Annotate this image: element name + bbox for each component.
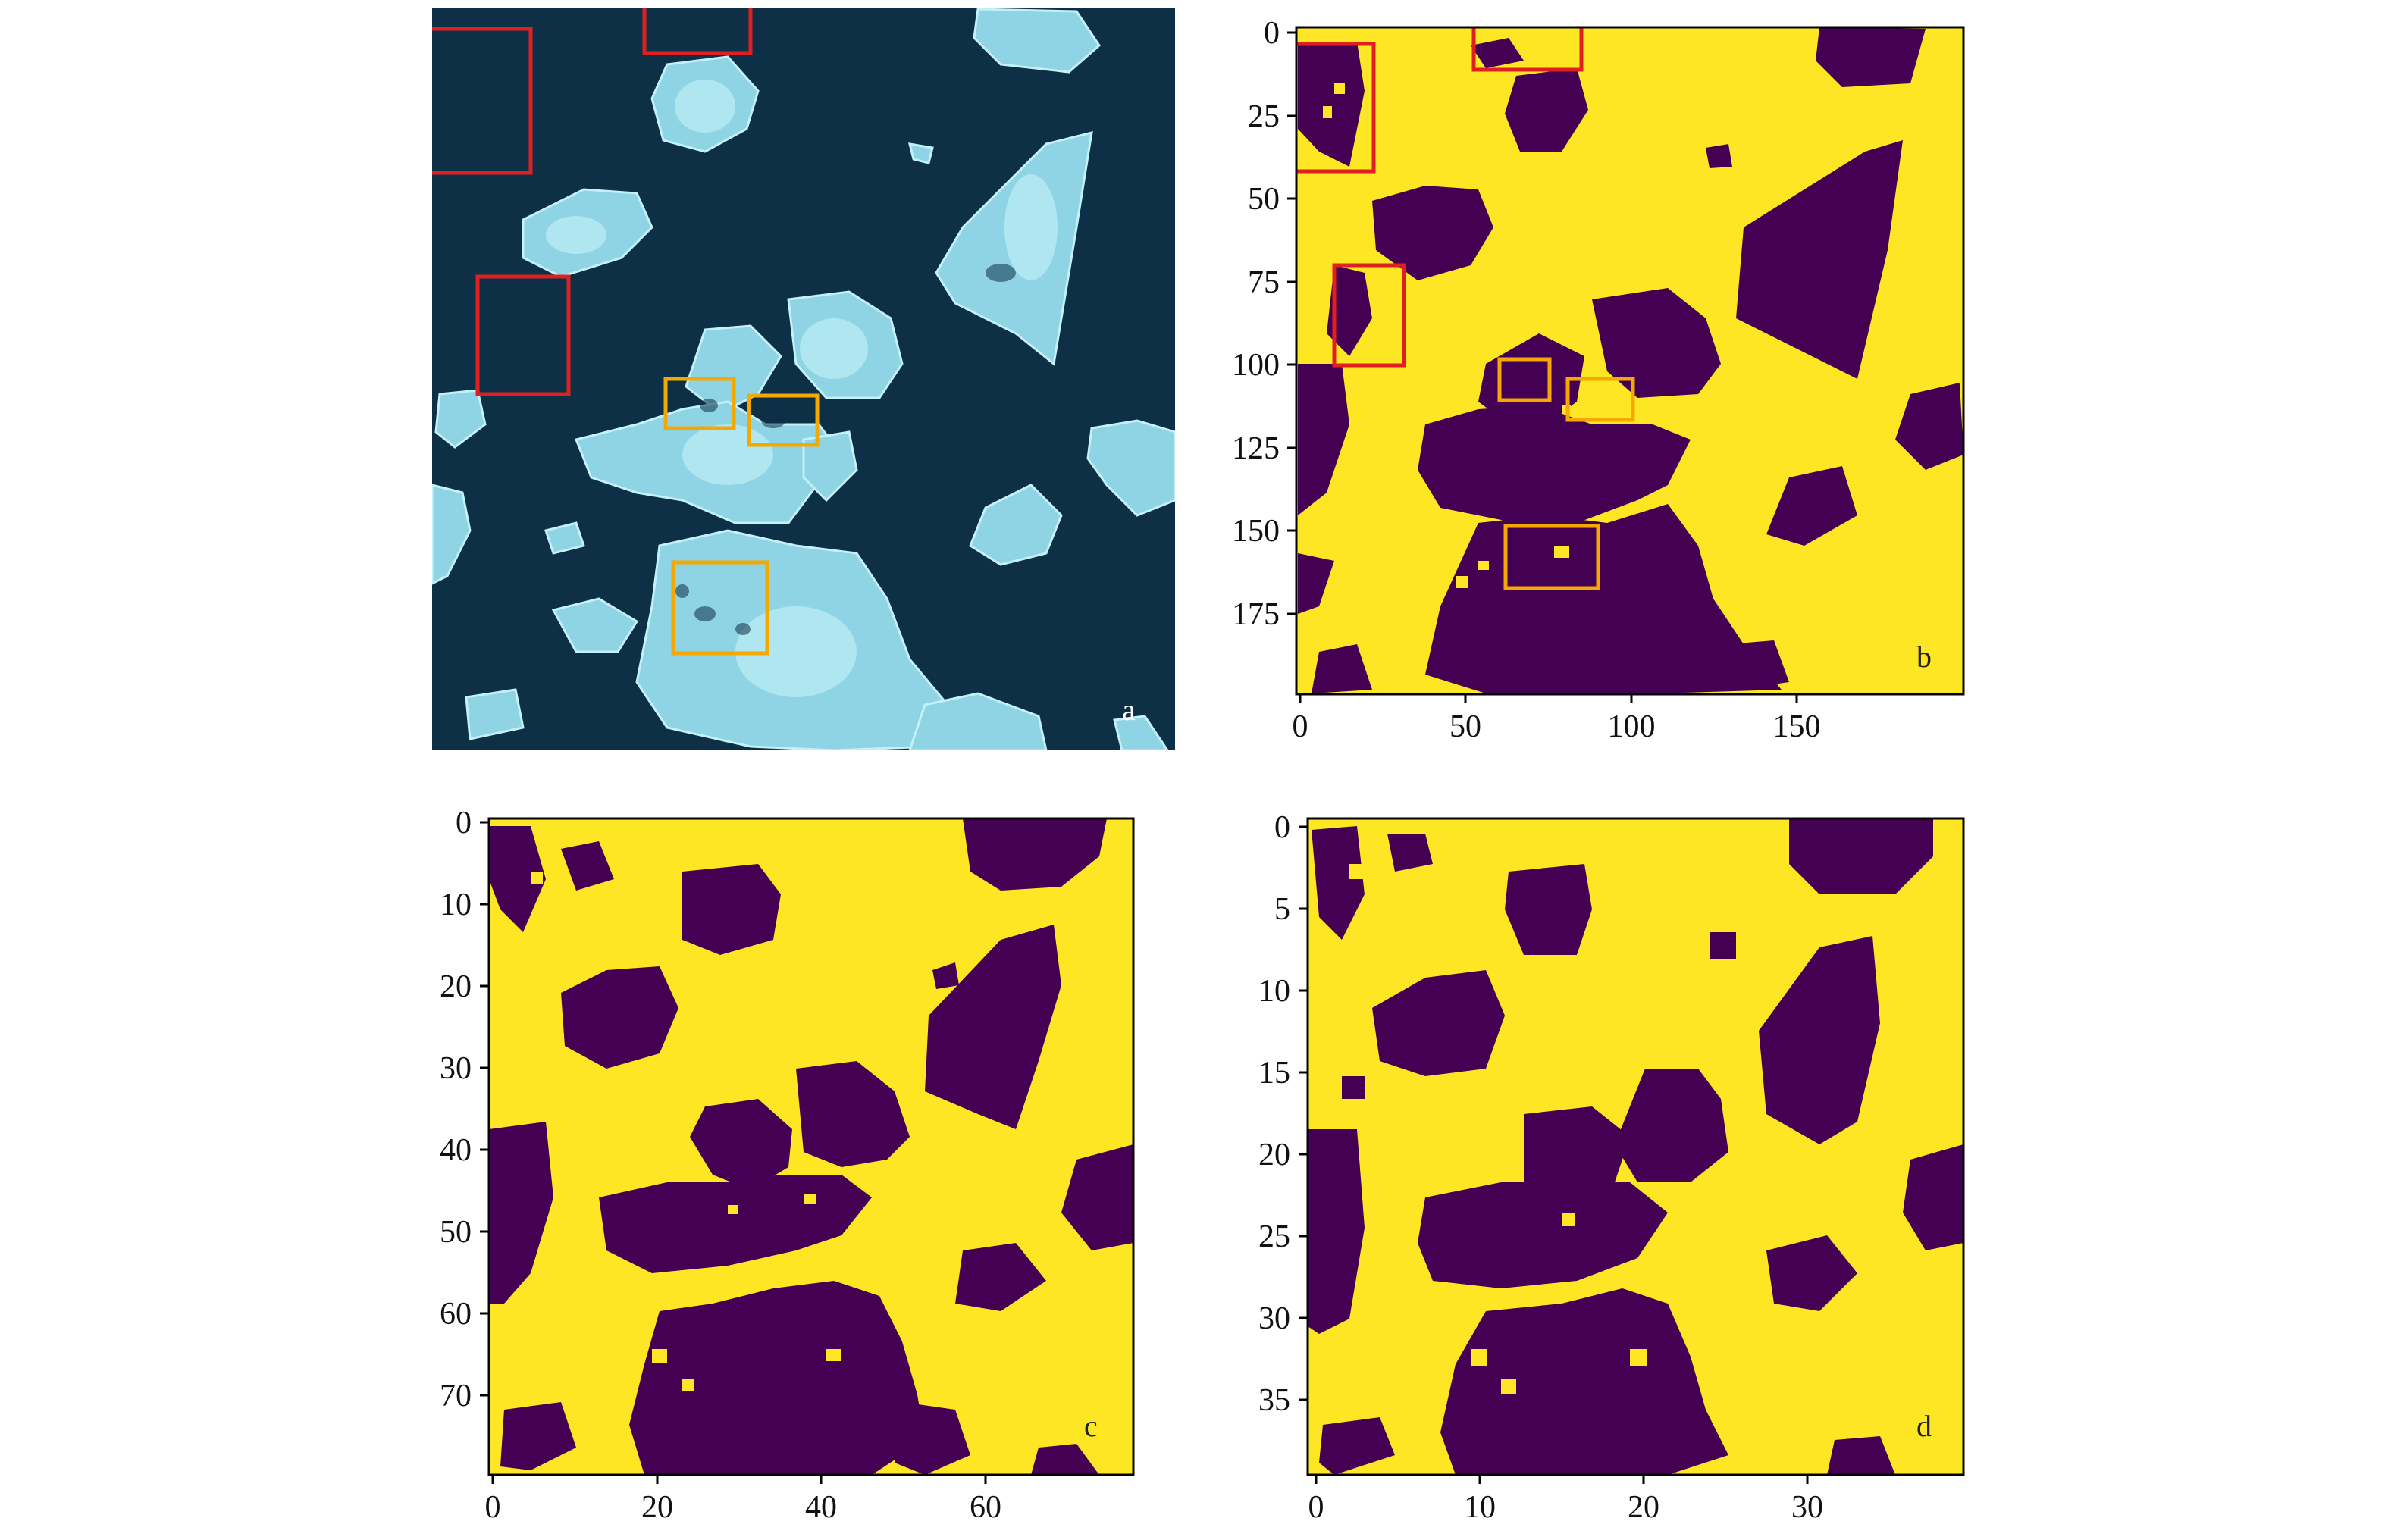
x-tick-label: 60 [970, 1490, 1001, 1525]
water-class-regions [1308, 819, 1963, 1475]
y-tick-label: 0 [1274, 810, 1290, 845]
y-tick-label: 30 [440, 1051, 472, 1086]
x-tick-label: 10 [1464, 1490, 1496, 1525]
orange-box [1497, 357, 1552, 402]
red-box [1332, 263, 1406, 368]
y-tick-label: 30 [1258, 1301, 1290, 1336]
panel-c-label: c [1084, 1409, 1098, 1443]
y-tick-label: 25 [1258, 1219, 1290, 1254]
x-tick-label: 150 [1773, 709, 1821, 744]
y-tick-label: 60 [440, 1297, 472, 1332]
panel-b-y-tick-labels: 0 25 50 75 100 125 150 175 [1232, 16, 1280, 632]
panel-c-x-tick-labels: 0 20 40 60 [485, 1490, 1002, 1525]
panel-c-frame [487, 817, 1135, 1476]
x-tick-label: 30 [1791, 1490, 1823, 1525]
panel-c-y-tick-labels: 0 10 20 30 40 50 60 70 [440, 806, 472, 1413]
y-tick-label: 175 [1232, 597, 1280, 632]
panel-c-x-axis [491, 1475, 987, 1484]
orange-box [747, 393, 820, 447]
red-box [432, 27, 533, 175]
orange-box [1503, 524, 1600, 590]
panel-d-classification-map [1308, 819, 1963, 1475]
y-tick-label: 150 [1232, 514, 1280, 549]
panel-d-label: d [1916, 1409, 1932, 1443]
x-tick-label: 20 [1628, 1490, 1659, 1525]
x-tick-label: 100 [1608, 709, 1656, 744]
orange-box [1565, 377, 1635, 422]
highlight-boxes-a [432, 8, 820, 656]
x-tick-label: 0 [485, 1490, 501, 1525]
panel-d-y-tick-labels: 0 5 10 15 20 25 30 35 [1258, 810, 1290, 1418]
water-class-regions [489, 819, 1133, 1475]
ice-floe-cracks [675, 264, 1016, 635]
y-tick-label: 5 [1274, 892, 1290, 927]
y-tick-label: 0 [456, 806, 472, 840]
y-tick-label: 25 [1248, 99, 1280, 134]
y-tick-label: 15 [1258, 1056, 1290, 1091]
y-tick-label: 20 [440, 969, 472, 1004]
panel-b-x-tick-labels: 0 50 100 150 [1293, 709, 1821, 744]
panel-c-y-axis [480, 821, 489, 1397]
y-tick-label: 75 [1248, 265, 1280, 300]
x-tick-label: 50 [1449, 709, 1481, 744]
y-tick-label: 40 [440, 1133, 472, 1168]
panel-a-satellite-image [432, 8, 1175, 750]
y-tick-label: 50 [1248, 182, 1280, 217]
y-tick-label: 35 [1258, 1383, 1290, 1418]
x-tick-label: 0 [1293, 709, 1308, 744]
y-tick-label: 50 [440, 1215, 472, 1250]
panel-b-frame [1295, 26, 1965, 696]
red-box [475, 274, 571, 396]
panel-b-label: b [1916, 640, 1932, 674]
orange-box [663, 377, 736, 430]
red-box [642, 8, 753, 55]
y-tick-label: 10 [440, 887, 472, 922]
ice-speckles-d [1349, 864, 1647, 1394]
panel-b-y-axis [1287, 31, 1296, 615]
panel-a-label: a [1122, 693, 1136, 727]
x-tick-label: 0 [1308, 1490, 1324, 1525]
orange-box [671, 560, 769, 656]
y-tick-label: 125 [1232, 431, 1280, 466]
x-tick-label: 40 [805, 1490, 837, 1525]
panel-c-classification-map [489, 819, 1133, 1475]
panel-d-x-axis [1315, 1475, 1809, 1484]
ice-speckles-b [1323, 83, 1625, 588]
y-tick-label: 20 [1258, 1138, 1290, 1172]
panel-d-x-tick-labels: 0 10 20 30 [1308, 1490, 1824, 1525]
panel-d-y-axis [1299, 825, 1308, 1401]
x-tick-label: 20 [641, 1490, 673, 1525]
y-tick-label: 70 [440, 1379, 472, 1413]
water-class-regions [1298, 27, 1963, 693]
y-tick-label: 100 [1232, 348, 1280, 383]
panel-b-classification-map [1296, 27, 1963, 694]
highlight-boxes-b [1296, 27, 1635, 590]
panel-b-x-axis [1299, 694, 1798, 703]
red-box [1296, 42, 1376, 174]
ice-speckles-c [531, 872, 841, 1391]
red-box [1471, 27, 1584, 72]
y-tick-label: 10 [1258, 974, 1290, 1009]
y-tick-label: 0 [1264, 16, 1280, 51]
panel-d-frame [1306, 817, 1965, 1476]
